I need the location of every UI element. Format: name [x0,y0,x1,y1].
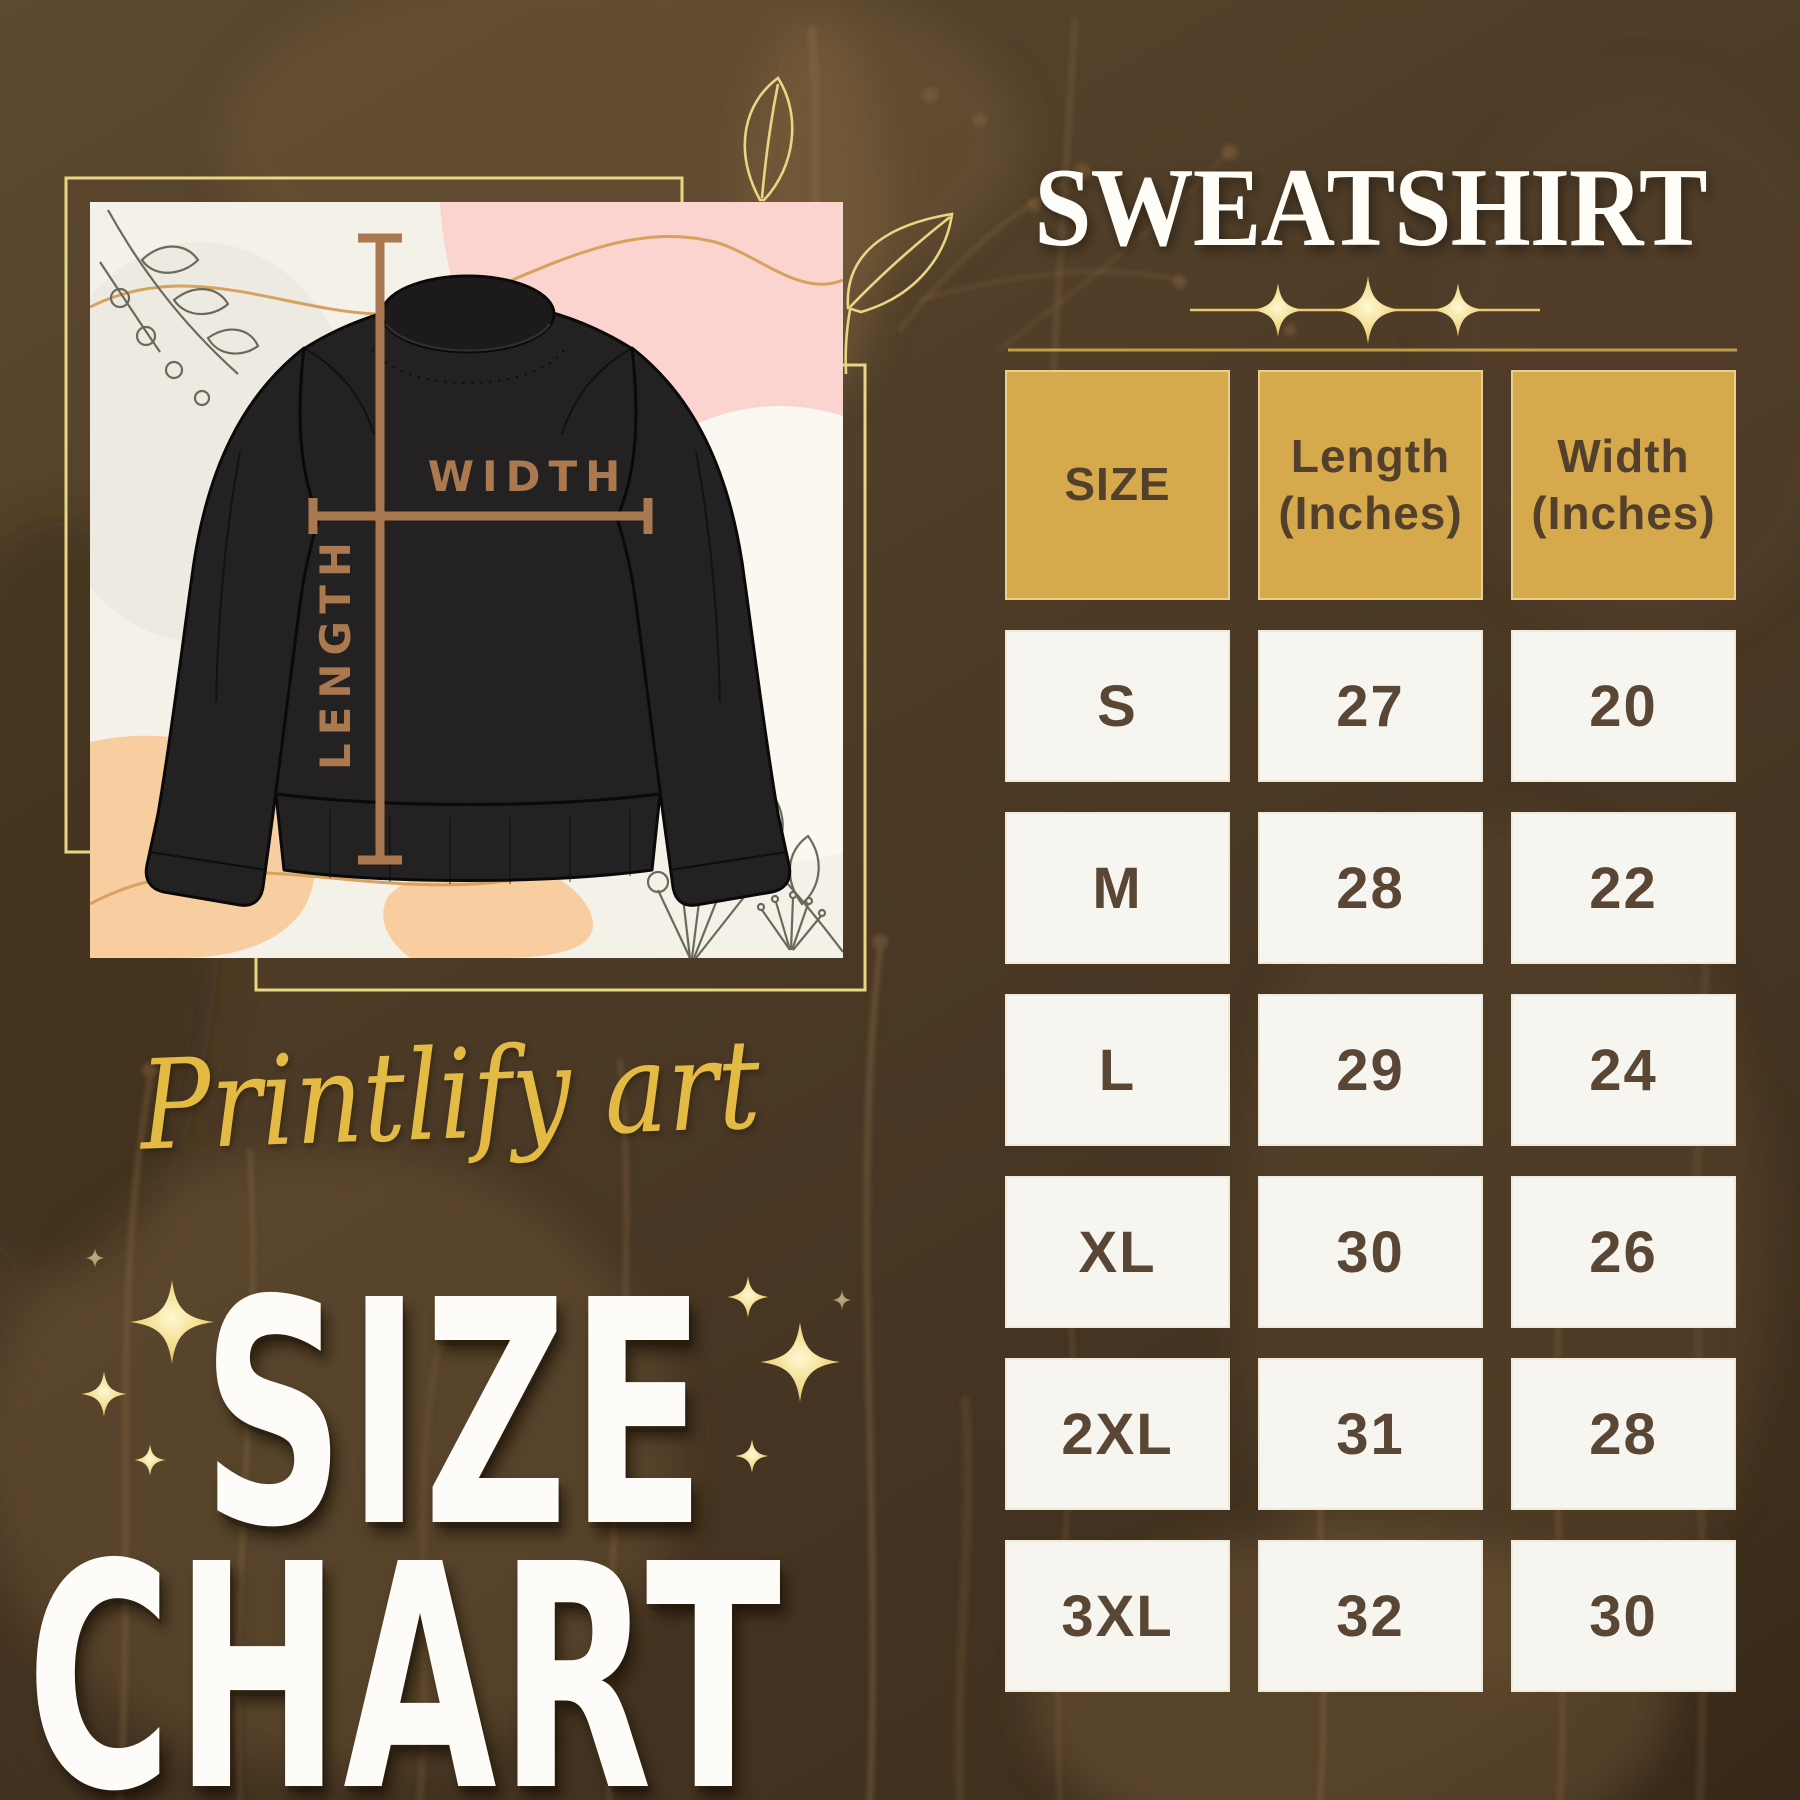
sparkle-icon [85,1248,105,1268]
width-measure-label: WIDTH [428,452,629,501]
header-line: (Inches) [1278,487,1463,539]
product-illustration-card: WIDTH LENGTH [90,202,843,958]
sparkle-icon [727,1276,769,1318]
table-cell-width: 24 [1511,994,1736,1146]
measurement-lines [308,233,653,865]
table-cell-length: 27 [1258,630,1483,782]
header-line: Width [1557,429,1690,482]
sparkle-icon [1334,276,1402,344]
table-cell-length: 31 [1258,1358,1483,1510]
brand-script: Printlify art [137,1013,763,1179]
sparkle-icon [832,1290,852,1310]
table-cell-width: 28 [1511,1358,1736,1510]
header-line: SIZE [1064,458,1171,511]
headline-chart: CHART [26,1499,784,1800]
table-header-width: Width (Inches) [1511,370,1736,600]
table-cell-length: 29 [1258,994,1483,1146]
table-cell-size: S [1005,630,1230,782]
table-cell-size: 2XL [1005,1358,1230,1510]
sparkle-icon [134,1444,166,1476]
sweatshirt-diagram: WIDTH LENGTH [90,202,843,958]
table-cell-width: 20 [1511,630,1736,782]
table-cell-size: XL [1005,1176,1230,1328]
sparkle-icon [760,1322,840,1402]
header-line: (Inches) [1531,487,1716,539]
sparkle-icon [1431,283,1485,337]
sparkle-icon [735,1439,769,1473]
header-line: Length [1290,429,1451,482]
table-cell-size: 3XL [1005,1540,1230,1692]
squiggle-line [90,235,843,316]
headline-size: SIZE [201,1235,709,1596]
sparkle-icon [81,1371,127,1417]
table-cell-length: 32 [1258,1540,1483,1692]
sparkle-icon [1251,283,1305,337]
table-cell-length: 28 [1258,812,1483,964]
table-cell-width: 26 [1511,1176,1736,1328]
table-cell-width: 22 [1511,812,1736,964]
table-cell-width: 30 [1511,1540,1736,1692]
table-cell-size: M [1005,812,1230,964]
sparkle-divider [1190,276,1540,344]
table-header-size: SIZE [1005,370,1230,600]
sweatshirt-illustration [144,274,792,907]
table-cell-length: 30 [1258,1176,1483,1328]
table-cell-size: L [1005,994,1230,1146]
table-header-length: Length (Inches) [1258,370,1483,600]
floral-line-art [99,209,260,407]
size-table: SIZE Length (Inches) Width (Inches) S 27… [1005,370,1736,1692]
length-measure-label: LENGTH [311,534,360,770]
product-title: SWEATSHIRT [1034,146,1707,270]
